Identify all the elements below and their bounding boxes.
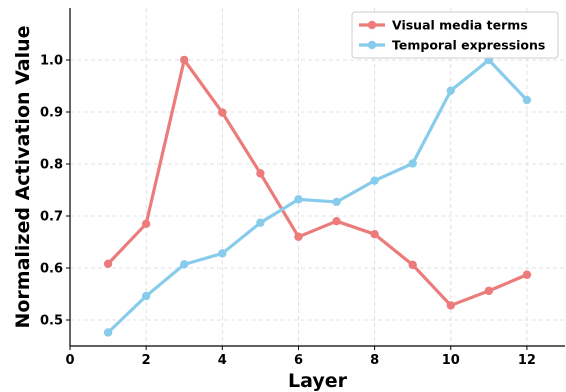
y-tick-label: 0.7 bbox=[40, 210, 63, 225]
x-tick-label: 6 bbox=[294, 353, 303, 368]
legend-label: Visual media terms bbox=[392, 18, 528, 33]
data-point bbox=[446, 301, 455, 310]
legend: Visual media terms Temporal expressions bbox=[351, 11, 559, 59]
data-point bbox=[256, 218, 265, 227]
data-point bbox=[218, 108, 227, 117]
data-point bbox=[408, 260, 417, 270]
series-0 bbox=[103, 55, 532, 310]
series-layer bbox=[103, 55, 532, 337]
data-point bbox=[522, 95, 532, 105]
data-point bbox=[370, 230, 379, 239]
data-point bbox=[256, 169, 265, 178]
legend-label: Temporal expressions bbox=[392, 38, 545, 53]
data-point bbox=[294, 195, 303, 204]
axes bbox=[69, 8, 565, 347]
x-tick-label: 12 bbox=[518, 353, 536, 368]
data-point bbox=[218, 249, 227, 258]
data-point bbox=[484, 286, 494, 296]
data-point bbox=[141, 291, 151, 301]
y-tick-label: 1.0 bbox=[40, 54, 63, 69]
y-tick-label: 0.9 bbox=[40, 106, 63, 121]
data-point bbox=[332, 197, 341, 207]
data-point bbox=[408, 159, 417, 168]
legend-swatch-marker bbox=[367, 20, 377, 30]
x-tick-label: 4 bbox=[218, 353, 227, 368]
legend-swatch-marker bbox=[367, 40, 377, 50]
legend-box bbox=[351, 11, 559, 59]
data-point bbox=[446, 86, 455, 95]
series-1 bbox=[103, 55, 532, 337]
y-axis-label: Normalized Activation Value bbox=[12, 25, 34, 328]
data-point bbox=[103, 259, 113, 269]
ticks: 0 2 4 6 8 10 12 0.5 0.6 0.7 0.8 0.9 1.0 bbox=[40, 54, 536, 369]
x-tick-label: 2 bbox=[142, 353, 151, 368]
y-tick-label: 0.8 bbox=[40, 158, 63, 173]
data-point bbox=[522, 270, 532, 279]
data-point bbox=[332, 217, 341, 226]
x-tick-label: 0 bbox=[65, 353, 74, 368]
data-point bbox=[103, 328, 113, 337]
x-tick-label: 10 bbox=[442, 353, 460, 368]
data-point bbox=[141, 219, 151, 228]
data-point bbox=[294, 232, 303, 241]
x-axis-label: Layer bbox=[288, 370, 348, 392]
series-line bbox=[106, 58, 529, 308]
y-tick-label: 0.5 bbox=[40, 314, 63, 329]
series-line bbox=[106, 58, 529, 335]
data-point bbox=[180, 55, 189, 65]
y-tick-label: 0.6 bbox=[40, 262, 63, 277]
data-point bbox=[370, 176, 379, 185]
data-point bbox=[180, 260, 189, 269]
x-tick-label: 8 bbox=[370, 353, 379, 368]
